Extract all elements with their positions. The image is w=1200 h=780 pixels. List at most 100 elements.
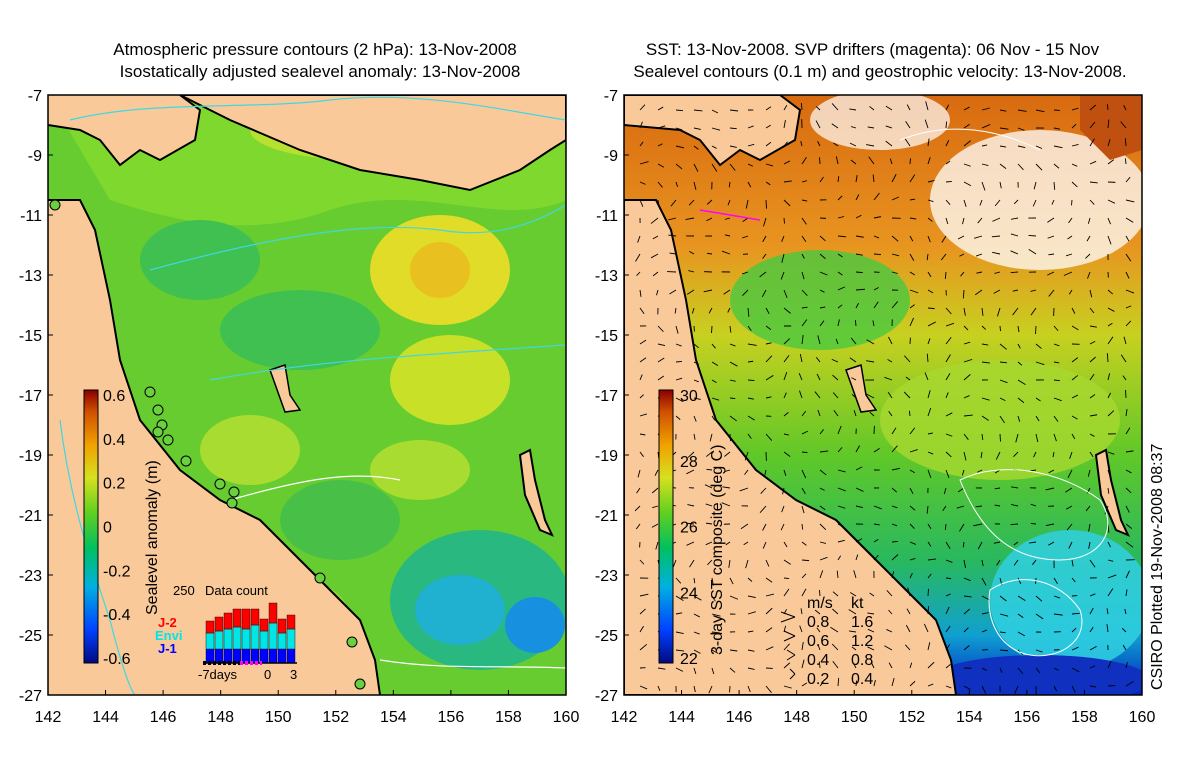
velocity-vector: [999, 397, 1006, 402]
velocity-vector: [1035, 415, 1040, 422]
velocity-vector: [1125, 505, 1130, 513]
colorbar-tick-label: 0.6: [103, 388, 125, 405]
velocity-vector: [1125, 289, 1135, 294]
velocity-vector: [1028, 249, 1037, 255]
velocity-vector: [884, 645, 893, 651]
velocity-vector: [639, 289, 642, 297]
velocity-vector: [927, 523, 932, 529]
velocity-vector: [942, 505, 947, 512]
velocity-vector: [945, 625, 951, 633]
velocity-vector: [801, 451, 808, 454]
velocity-vector: [1107, 217, 1112, 225]
velocity-vector: [999, 163, 1007, 169]
velocity-vector: [1071, 612, 1080, 615]
velocity-vector: [675, 667, 684, 672]
y-tick-label: -27: [19, 688, 42, 705]
velocity-vector: [639, 374, 643, 381]
velocity-vector: [686, 289, 695, 295]
velocity-vector: [729, 595, 739, 600]
velocity-vector: [636, 487, 641, 494]
velocity-vector: [747, 163, 754, 167]
velocity-vector: [675, 325, 679, 334]
legend-envi: Envi: [155, 628, 182, 643]
velocity-vector: [657, 125, 666, 129]
velocity-vector: [783, 685, 792, 689]
velocity-vector: [729, 163, 736, 171]
velocity-arrow-icon: [783, 630, 796, 642]
colorbar-tick-label: 30: [680, 388, 698, 405]
velocity-vector: [1028, 234, 1037, 237]
velocity-vector: [765, 325, 772, 331]
velocity-vector: [783, 412, 789, 417]
velocity-vector: [909, 235, 914, 242]
velocity-vector: [1125, 427, 1131, 435]
velocity-vector: [977, 541, 983, 550]
velocity-vector: [657, 325, 664, 333]
velocity-kt-value: 0.8: [851, 652, 873, 669]
velocity-vector: [1107, 235, 1112, 245]
velocity-vector: [729, 379, 736, 382]
velocity-vector: [1032, 559, 1037, 566]
velocity-vector: [836, 570, 839, 579]
sst-colorbar-label: 3-day SST composite (deg C): [709, 445, 726, 655]
velocity-vector: [711, 613, 721, 617]
velocity-vector: [906, 104, 911, 111]
legend-j1: J-1: [158, 641, 177, 656]
velocity-vector: [1010, 523, 1019, 526]
velocity-vector: [981, 559, 984, 567]
velocity-vector: [1089, 559, 1096, 568]
velocity-vector: [851, 393, 857, 399]
velocity-vector: [654, 469, 659, 476]
velocity-vector: [1125, 450, 1134, 453]
velocity-vector: [909, 541, 917, 545]
left-title-line2: Isostatically adjusted sealevel anomaly:…: [119, 62, 521, 81]
velocity-vector: [1089, 121, 1096, 129]
velocity-vector: [1053, 127, 1061, 130]
velocity-vector: [981, 629, 988, 633]
velocity-vector: [657, 357, 665, 363]
velocity-arrow-icon: [786, 649, 796, 661]
velocity-vector: [780, 271, 785, 280]
velocity-vector: [1017, 577, 1022, 585]
data-count-bar: [286, 628, 296, 650]
velocity-vector: [962, 289, 965, 299]
velocity-vector: [1125, 681, 1134, 687]
y-tick-label: -15: [595, 328, 618, 345]
velocity-vector: [816, 627, 821, 633]
velocity-vector: [639, 141, 644, 147]
velocity-vector: [1124, 138, 1127, 147]
velocity-vector: [745, 559, 749, 569]
velocity-vector: [1125, 199, 1135, 203]
velocity-vector: [783, 451, 791, 457]
velocity-vector: [963, 199, 967, 207]
velocity-vector: [705, 522, 713, 525]
velocity-vector: [927, 606, 929, 615]
velocity-vector: [1125, 523, 1133, 530]
y-tick-label: -11: [596, 208, 618, 225]
velocity-vector: [994, 469, 1001, 474]
velocity-vector: [817, 141, 821, 147]
velocity-vector: [742, 289, 749, 297]
x-tick-label: 156: [438, 709, 465, 726]
velocity-vector: [725, 541, 731, 546]
colorbar-tick-label: 24: [680, 585, 698, 602]
velocity-vector: [819, 541, 827, 544]
velocity-vector: [927, 180, 935, 183]
data-count-ymax: 250: [173, 583, 195, 598]
data-count-bar: [250, 608, 260, 626]
velocity-vector: [1125, 253, 1132, 262]
velocity-vector: [909, 487, 914, 494]
x-tick-label: 160: [553, 709, 580, 726]
velocity-vector: [761, 289, 767, 298]
velocity-vector: [747, 433, 752, 439]
velocity-vector: [783, 559, 791, 565]
velocity-vector: [819, 289, 825, 293]
velocity-vector: [849, 357, 857, 363]
velocity-vector: [1089, 646, 1097, 651]
velocity-vector: [848, 609, 857, 615]
velocity-vector: [1088, 541, 1091, 549]
velocity-vector: [1017, 613, 1024, 619]
velocity-vector: [801, 469, 807, 479]
velocity-vector: [727, 199, 731, 206]
y-tick-label: -19: [19, 448, 42, 465]
